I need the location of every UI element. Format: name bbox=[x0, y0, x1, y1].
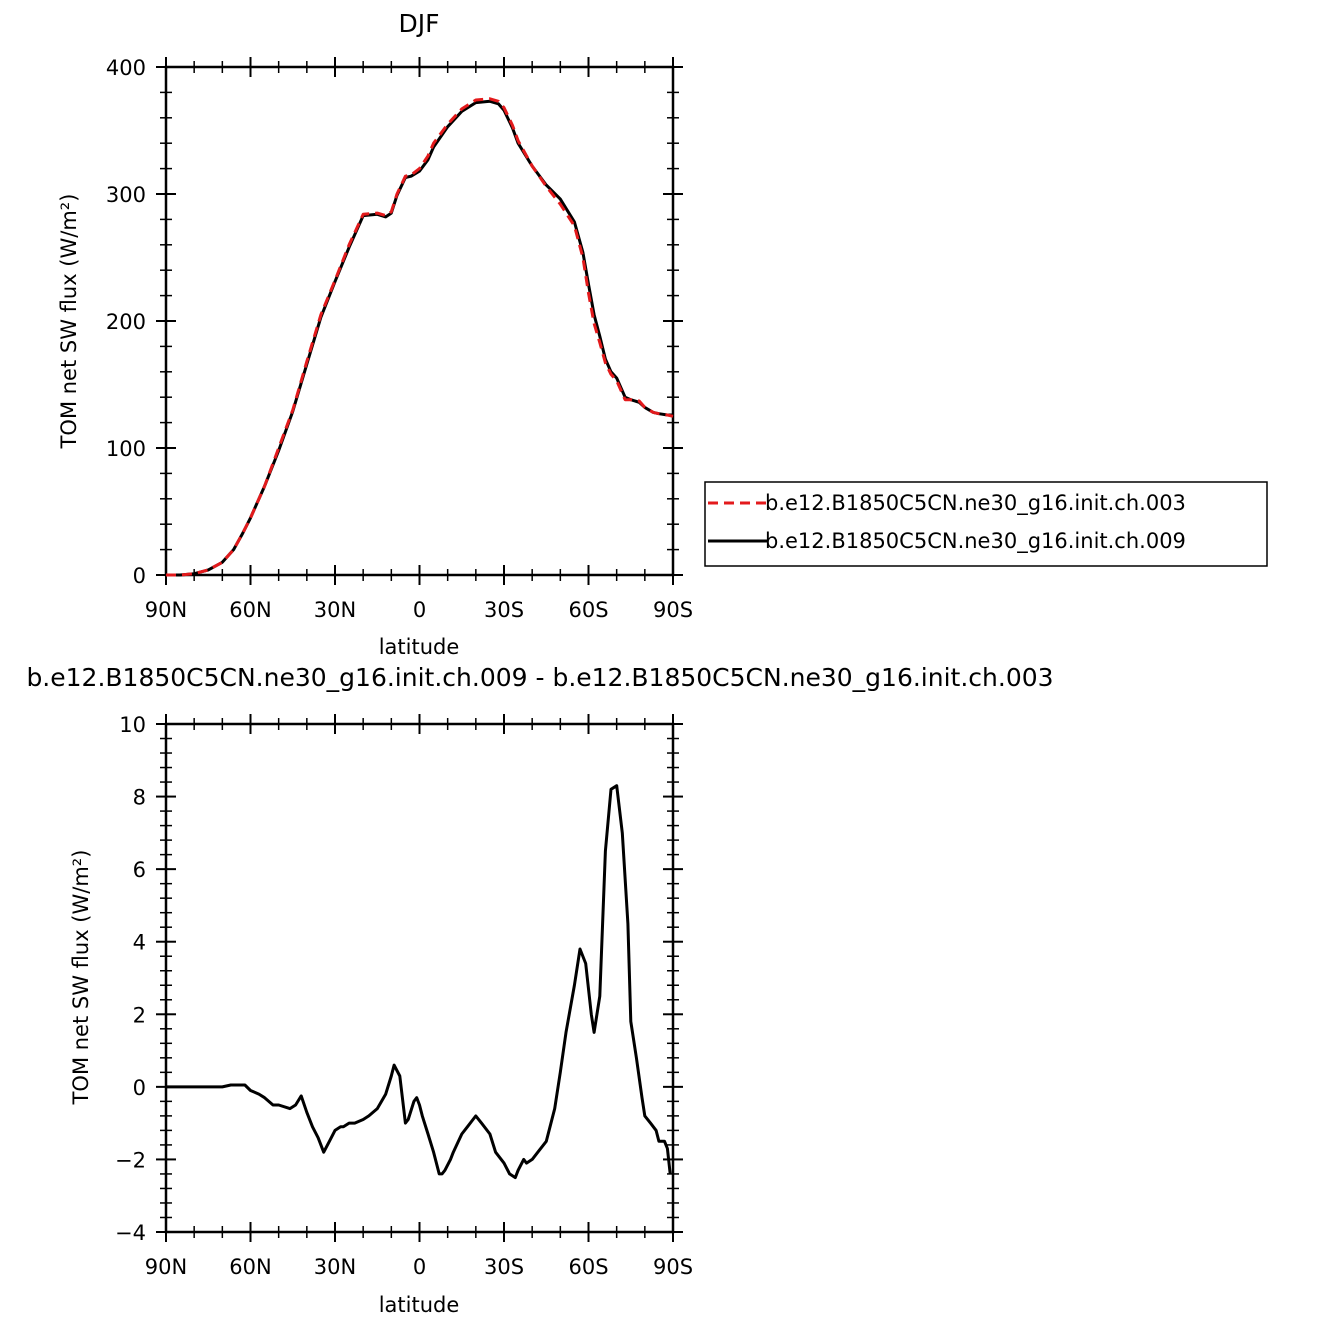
top-series-line-1 bbox=[166, 97, 674, 577]
top-x-tick-label: 30S bbox=[484, 598, 524, 622]
bottom-x-tick-label: 90S bbox=[653, 1255, 693, 1279]
legend-box bbox=[704, 481, 1268, 567]
top-chart-title: DJF bbox=[398, 9, 439, 38]
bottom-x-tick-label: 0 bbox=[413, 1255, 426, 1279]
bottom-y-tick-label: 0 bbox=[133, 1076, 146, 1100]
top-x-tick-label: 0 bbox=[413, 598, 426, 622]
top-x-axis-label: latitude bbox=[379, 635, 460, 659]
top-series-line-2 bbox=[166, 99, 673, 577]
top-y-tick-label: 400 bbox=[106, 56, 146, 80]
top-panel: DJF 90N 60N 30N 0 30S 60S 90S 0 100 200 300 400 lat… bbox=[57, 9, 1268, 659]
top-series-group bbox=[166, 97, 674, 577]
top-x-tick-label: 90N bbox=[145, 598, 187, 622]
top-x-tick-label: 60S bbox=[568, 598, 608, 622]
bottom-x-tick-label: 60S bbox=[568, 1255, 608, 1279]
top-y-tick-label: 200 bbox=[106, 310, 146, 334]
top-x-tick-label: 30N bbox=[314, 598, 356, 622]
bottom-y-tick-label: 6 bbox=[133, 858, 146, 882]
legend-label-series-1: b.e12.B1850C5CN.ne30_g16.init.ch.003 bbox=[765, 491, 1186, 516]
bottom-x-tick-label: 90N bbox=[145, 1255, 187, 1279]
top-y-axis-label: TOM net SW flux (W/m²) bbox=[57, 194, 81, 450]
bottom-y-axis-label: TOM net SW flux (W/m²) bbox=[69, 850, 93, 1106]
bottom-chart-title: b.e12.B1850C5CN.ne30_g16.init.ch.009 - b… bbox=[26, 663, 1053, 692]
top-axes: 90N 60N 30N 0 30S 60S 90S 0 100 200 300 400 bbox=[106, 56, 693, 622]
top-y-tick-label: 100 bbox=[106, 437, 146, 461]
bottom-y-tick-label: 8 bbox=[133, 786, 146, 810]
bottom-series-group bbox=[166, 784, 672, 1180]
top-y-tick-label: 0 bbox=[133, 564, 146, 588]
bottom-panel: b.e12.B1850C5CN.ne30_g16.init.ch.009 - b… bbox=[26, 663, 1053, 1317]
bottom-x-tick-label: 60N bbox=[229, 1255, 271, 1279]
bottom-plot-frame bbox=[164, 722, 675, 1234]
bottom-difference-line bbox=[166, 784, 672, 1180]
legend-label-series-2: b.e12.B1850C5CN.ne30_g16.init.ch.009 bbox=[765, 529, 1186, 554]
bottom-axes: 90N 60N 30N 0 30S 60S 90S −4 −2 0 2 4 6 8 10 bbox=[115, 713, 693, 1279]
bottom-x-tick-label: 30S bbox=[484, 1255, 524, 1279]
top-x-tick-label: 60N bbox=[229, 598, 271, 622]
bottom-y-tick-label: 2 bbox=[133, 1003, 146, 1027]
top-y-tick-label: 300 bbox=[106, 183, 146, 207]
bottom-y-tick-label: −2 bbox=[115, 1148, 146, 1172]
bottom-y-tick-label: 4 bbox=[133, 931, 146, 955]
bottom-x-tick-label: 30N bbox=[314, 1255, 356, 1279]
bottom-y-tick-label: 10 bbox=[119, 713, 146, 737]
bottom-y-tick-label: −4 bbox=[115, 1221, 146, 1245]
bottom-x-axis-label: latitude bbox=[379, 1293, 460, 1317]
legend: b.e12.B1850C5CN.ne30_g16.init.ch.003 b.e… bbox=[704, 481, 1268, 567]
top-x-tick-label: 90S bbox=[653, 598, 693, 622]
